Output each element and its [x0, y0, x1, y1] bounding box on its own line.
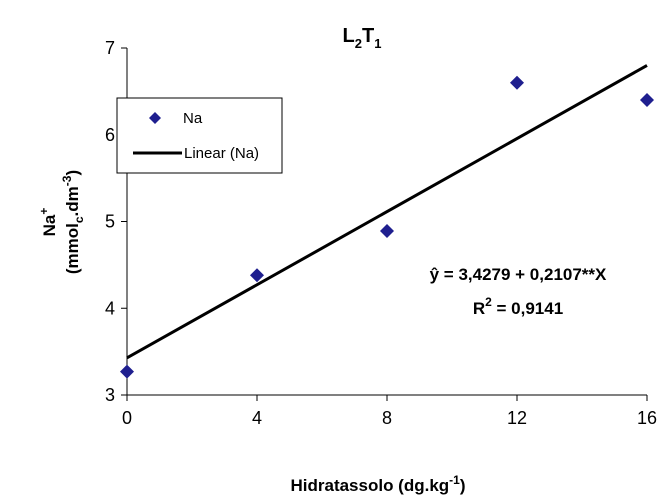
- y-axis-label: Na+: [37, 208, 59, 237]
- x-tick-label: 4: [252, 408, 262, 428]
- x-tick-label: 8: [382, 408, 392, 428]
- trendline: [126, 64, 648, 360]
- chart-title: L2T1: [343, 25, 382, 51]
- data-point: [510, 75, 524, 90]
- r-squared-label: R2 = 0,9141: [473, 295, 563, 318]
- trendline-layer: [126, 64, 648, 360]
- y-tick-label: 5: [105, 212, 115, 232]
- data-point: [640, 93, 654, 108]
- ticks: 3 4 5 6 7 0 4 8 12 16: [105, 38, 657, 428]
- data-point: [250, 268, 264, 283]
- regression-equation: ŷ = 3,4279 + 0,2107**X: [430, 265, 607, 284]
- y-tick-label: 3: [105, 385, 115, 405]
- points-layer: [120, 75, 654, 379]
- y-axis-unit-label: (mmolc.dm-3): [60, 170, 86, 274]
- legend-series-label: Na: [183, 110, 203, 127]
- y-tick-label: 7: [105, 38, 115, 58]
- legend-box: [116, 97, 283, 174]
- x-tick-label: 16: [637, 408, 657, 428]
- data-point: [120, 364, 134, 379]
- legend-diamond-marker: [149, 112, 161, 124]
- x-axis-label: Hidratassolo (dg.kg-1): [290, 473, 465, 495]
- legend-trendline-label: Linear (Na): [184, 145, 259, 162]
- y-tick-label: 4: [105, 298, 115, 318]
- y-tick-label: 6: [105, 125, 115, 145]
- legend: Na Linear (Na): [116, 97, 283, 174]
- data-point: [380, 224, 394, 239]
- x-tick-label: 12: [507, 408, 527, 428]
- x-tick-label: 0: [122, 408, 132, 428]
